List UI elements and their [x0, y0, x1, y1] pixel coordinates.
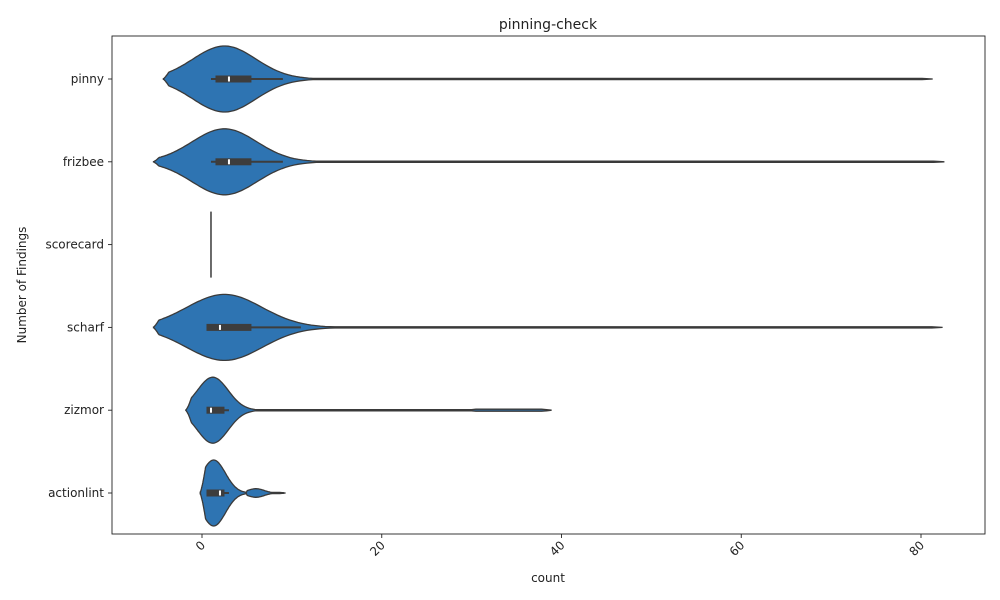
y-axis-title: Number of Findings	[15, 227, 29, 344]
y-tick-label: pinny	[71, 72, 104, 86]
median-marker	[218, 324, 221, 330]
violin-actionlint	[199, 459, 286, 527]
violins-layer	[152, 45, 945, 527]
violin-body	[162, 45, 933, 113]
x-axis-title: count	[531, 571, 565, 585]
x-axis: 0 20 40 60 80	[193, 534, 927, 559]
iqr-box	[215, 75, 252, 83]
violin-body	[152, 128, 945, 196]
y-tick-label: scorecard	[45, 238, 104, 252]
chart-title: pinning-check	[499, 17, 598, 33]
y-tick-label: scharf	[67, 320, 105, 334]
median-marker	[227, 159, 230, 165]
violin-body	[199, 459, 286, 527]
x-tick-label: 80	[906, 538, 927, 559]
y-axis: pinny frizbee scorecard scharf zizmor actionl…	[45, 72, 112, 500]
iqr-box	[206, 406, 225, 414]
violin-zizmor	[185, 376, 552, 444]
median-marker	[209, 407, 212, 413]
violin-body	[152, 293, 943, 362]
x-tick-label: 0	[193, 538, 208, 553]
plot-frame	[111, 35, 986, 535]
y-tick-label: actionlint	[48, 486, 104, 500]
iqr-box	[206, 323, 252, 331]
x-tick-label: 20	[367, 538, 388, 559]
median-marker	[218, 490, 221, 496]
iqr-box	[206, 489, 225, 497]
x-tick-label: 40	[547, 538, 568, 559]
x-tick-label: 60	[727, 538, 748, 559]
violin-body	[185, 376, 552, 444]
median-marker	[227, 76, 230, 82]
y-tick-label: frizbee	[63, 155, 104, 169]
violin-scharf	[152, 293, 943, 362]
iqr-box	[215, 158, 252, 166]
violin-pinny	[162, 45, 933, 113]
y-tick-label: zizmor	[64, 403, 104, 417]
violin-frizbee	[152, 128, 945, 196]
